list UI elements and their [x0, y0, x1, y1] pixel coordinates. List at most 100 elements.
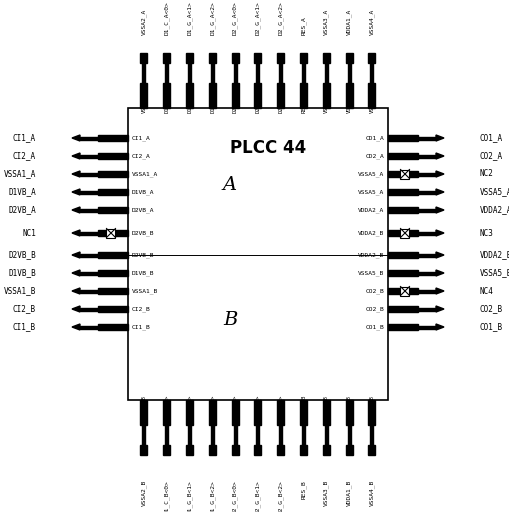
- Polygon shape: [435, 207, 443, 213]
- Polygon shape: [98, 306, 128, 312]
- Polygon shape: [435, 306, 443, 312]
- Polygon shape: [188, 425, 191, 445]
- Polygon shape: [387, 324, 417, 330]
- Polygon shape: [140, 83, 147, 108]
- Text: RES_B: RES_B: [300, 480, 306, 499]
- Polygon shape: [72, 135, 80, 141]
- Polygon shape: [142, 425, 145, 445]
- Text: VSSA4_B: VSSA4_B: [369, 480, 374, 506]
- Polygon shape: [277, 83, 284, 108]
- Text: VSSA4_A: VSSA4_A: [369, 90, 374, 113]
- Polygon shape: [299, 53, 306, 63]
- Text: CI2_A: CI2_A: [13, 152, 36, 160]
- Polygon shape: [98, 171, 128, 177]
- Text: VSSA5_B: VSSA5_B: [357, 270, 383, 276]
- Polygon shape: [387, 153, 417, 159]
- Polygon shape: [231, 400, 238, 425]
- Text: D2VB_A: D2VB_A: [132, 207, 154, 213]
- Text: D1_G_A<2>: D1_G_A<2>: [209, 1, 215, 35]
- Text: CD1_A: CD1_A: [364, 135, 383, 141]
- Text: VSSA2_A: VSSA2_A: [141, 90, 147, 113]
- Polygon shape: [387, 306, 417, 312]
- Bar: [400, 287, 409, 295]
- Text: NC1: NC1: [22, 228, 36, 238]
- Bar: [400, 169, 409, 179]
- Text: VDDA1_B: VDDA1_B: [346, 480, 351, 506]
- Text: VSSA3_B: VSSA3_B: [323, 395, 328, 418]
- Text: D2_G_B<0>: D2_G_B<0>: [232, 395, 238, 424]
- Text: CI1_B: CI1_B: [132, 324, 151, 330]
- Text: CI1_B: CI1_B: [13, 323, 36, 331]
- Text: CO1_B: CO1_B: [479, 323, 502, 331]
- Text: D1_C_B<0>: D1_C_B<0>: [164, 480, 169, 512]
- Polygon shape: [299, 83, 306, 108]
- Polygon shape: [140, 53, 147, 63]
- Polygon shape: [435, 135, 443, 141]
- Polygon shape: [279, 425, 282, 445]
- Polygon shape: [324, 425, 327, 445]
- Polygon shape: [435, 189, 443, 195]
- Polygon shape: [279, 63, 282, 83]
- Polygon shape: [370, 63, 373, 83]
- Polygon shape: [231, 83, 238, 108]
- Polygon shape: [435, 171, 443, 177]
- Text: VSSA2_B: VSSA2_B: [141, 395, 147, 418]
- Polygon shape: [387, 189, 417, 195]
- Polygon shape: [72, 324, 80, 330]
- Polygon shape: [256, 425, 259, 445]
- Polygon shape: [345, 53, 352, 63]
- Text: CD2_A: CD2_A: [364, 153, 383, 159]
- Text: D2_G_B<1>: D2_G_B<1>: [254, 395, 260, 424]
- Text: D1_G_A<1>: D1_G_A<1>: [186, 84, 192, 113]
- Polygon shape: [254, 445, 261, 455]
- Polygon shape: [209, 400, 215, 425]
- Text: VSSA2_A: VSSA2_A: [141, 9, 147, 35]
- Polygon shape: [345, 83, 352, 108]
- Text: D2_G_B<2>: D2_G_B<2>: [277, 395, 283, 424]
- Text: VSSA2_B: VSSA2_B: [141, 480, 147, 506]
- Text: RES_B: RES_B: [300, 395, 306, 411]
- Polygon shape: [72, 270, 80, 276]
- Text: NC4: NC4: [479, 287, 493, 295]
- Polygon shape: [387, 207, 417, 213]
- Text: CI1_A: CI1_A: [13, 134, 36, 142]
- Polygon shape: [209, 53, 215, 63]
- Text: D2_G_A<1>: D2_G_A<1>: [254, 1, 260, 35]
- Polygon shape: [72, 153, 80, 159]
- Polygon shape: [417, 271, 435, 274]
- Bar: [409, 231, 413, 235]
- Text: B: B: [222, 311, 237, 329]
- Polygon shape: [209, 83, 215, 108]
- Polygon shape: [256, 63, 259, 83]
- Text: VSSA5_A: VSSA5_A: [357, 189, 383, 195]
- Text: VSSA1_A: VSSA1_A: [4, 169, 36, 179]
- Bar: [115, 231, 119, 235]
- Text: VDDA1_B: VDDA1_B: [346, 395, 351, 418]
- Text: VDDA2_B: VDDA2_B: [357, 252, 383, 258]
- Text: D1VB_B: D1VB_B: [8, 268, 36, 278]
- Text: CO1_B: CO1_B: [364, 324, 383, 330]
- Polygon shape: [80, 253, 98, 257]
- Polygon shape: [387, 252, 417, 258]
- Text: D2VB_B: D2VB_B: [132, 252, 154, 258]
- Polygon shape: [417, 326, 435, 329]
- Text: CO2_A: CO2_A: [479, 152, 502, 160]
- Polygon shape: [301, 63, 304, 83]
- Text: D1VB_A: D1VB_A: [8, 187, 36, 197]
- Polygon shape: [186, 83, 193, 108]
- Text: D2_G_B<2>: D2_G_B<2>: [277, 480, 283, 512]
- Polygon shape: [435, 324, 443, 330]
- Polygon shape: [417, 208, 435, 211]
- Polygon shape: [345, 400, 352, 425]
- Polygon shape: [165, 63, 168, 83]
- Polygon shape: [277, 400, 284, 425]
- Polygon shape: [72, 189, 80, 195]
- Polygon shape: [417, 289, 435, 292]
- Bar: [395, 289, 400, 293]
- Polygon shape: [322, 445, 329, 455]
- Text: VSSA1_B: VSSA1_B: [132, 288, 158, 294]
- Bar: [115, 231, 119, 235]
- Bar: [409, 172, 413, 176]
- Text: D1_G_B<2>: D1_G_B<2>: [209, 480, 215, 512]
- Text: VDDA1_A: VDDA1_A: [346, 90, 351, 113]
